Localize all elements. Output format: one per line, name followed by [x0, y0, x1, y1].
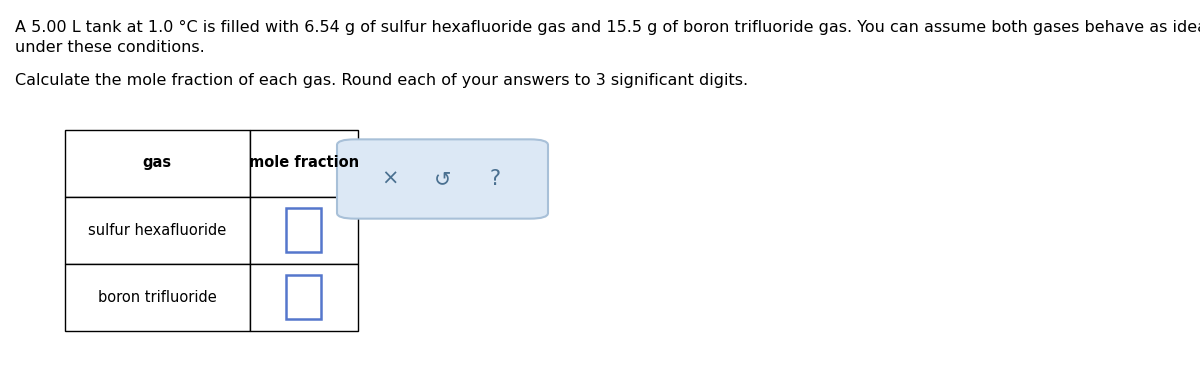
Text: boron trifluoride: boron trifluoride	[97, 290, 216, 305]
Bar	[286, 208, 322, 252]
Text: under these conditions.: under these conditions.	[14, 40, 205, 55]
Text: ×: ×	[382, 169, 398, 189]
Bar	[250, 197, 358, 264]
Bar	[250, 264, 358, 331]
Text: gas: gas	[143, 155, 172, 170]
Text: Calculate the mole fraction of each gas. Round each of your answers to 3 signifi: Calculate the mole fraction of each gas.…	[14, 73, 748, 88]
Text: mole fraction: mole fraction	[248, 155, 359, 170]
Bar	[286, 275, 322, 319]
Bar	[65, 197, 250, 264]
Text: ↺: ↺	[433, 169, 451, 189]
Bar	[65, 264, 250, 331]
Text: sulfur hexafluoride: sulfur hexafluoride	[88, 222, 226, 238]
FancyBboxPatch shape	[337, 139, 548, 219]
Bar	[65, 130, 250, 197]
Text: A 5.00 L tank at 1.0 °C is filled with 6.54 g of sulfur hexafluoride gas and 15.: A 5.00 L tank at 1.0 °C is filled with 6…	[14, 20, 1200, 35]
Bar	[250, 130, 358, 197]
Text: ?: ?	[490, 169, 500, 189]
